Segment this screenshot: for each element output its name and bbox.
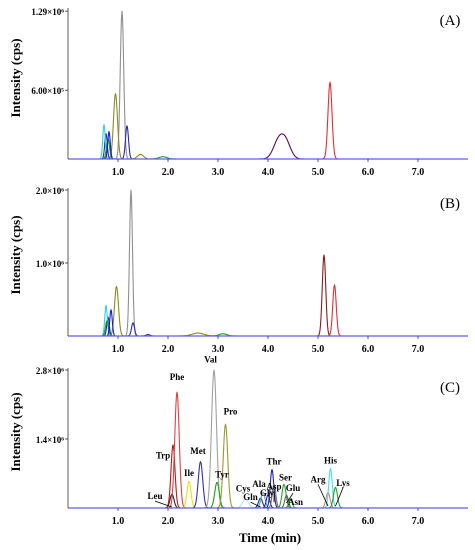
annotation-leu-label: Leu bbox=[147, 491, 162, 501]
panel-b-x-tick-label: 2.0 bbox=[162, 344, 175, 355]
panel-b-x-tick-label: 4.0 bbox=[262, 344, 275, 355]
annotation-ser-label: Ser bbox=[279, 472, 292, 482]
annotation-gln-label: Gln bbox=[243, 492, 258, 502]
annotation-ala-label: Ala bbox=[252, 479, 266, 489]
panel-a-label: (A) bbox=[440, 13, 461, 29]
annotation-glu-pointer bbox=[286, 493, 294, 504]
panel-a-x-tick-label: 1.0 bbox=[112, 167, 125, 178]
panel-b-x-tick-label: 3.0 bbox=[212, 344, 225, 355]
annotation-lys-label: Lys bbox=[336, 478, 350, 488]
annotation-trp-label: Trp bbox=[156, 451, 170, 461]
annotation-leu-pointer bbox=[154, 500, 173, 508]
panel-c-y-tick-label: 2.8×10⁶ bbox=[36, 366, 64, 376]
panel-c-label: (C) bbox=[440, 380, 460, 396]
annotation-glu-label: Glu bbox=[286, 483, 301, 493]
panel-c-x-tick-label: 4.0 bbox=[262, 516, 275, 527]
panel-a-x-tick-label: 4.0 bbox=[262, 167, 275, 178]
x-axis-title: Time (min) bbox=[239, 530, 301, 545]
panel-b-ticks: 1.0 2.0 3.0 4.0 5.0 6.0 7.0 1.0×10⁶ 2.0×10⁶ bbox=[36, 186, 468, 355]
panel-a-x-tick-label: 5.0 bbox=[312, 167, 325, 178]
annotation-thr-label: Thr bbox=[266, 457, 281, 467]
panel-a-x-tick-label: 2.0 bbox=[162, 167, 175, 178]
panel-b-label: (B) bbox=[440, 196, 460, 212]
annotation-arg-pointer bbox=[317, 484, 329, 507]
panel-c-x-tick-label: 6.0 bbox=[362, 516, 375, 527]
panel-c-x-tick-label: 1.0 bbox=[112, 516, 125, 527]
annotation-his-label: His bbox=[324, 456, 338, 466]
annotation-gly-label: Gly bbox=[260, 488, 275, 498]
annotation-val-label: Val bbox=[204, 355, 217, 365]
panel-c-y-tick-label: 1.4×10⁶ bbox=[36, 435, 64, 445]
annotation-pro-label: Pro bbox=[224, 406, 238, 416]
annotation-tyr-label: Tyr bbox=[215, 469, 229, 479]
annotation-asp-label: Asp bbox=[266, 481, 281, 491]
panel-a-x-tick-label: 3.0 bbox=[212, 167, 225, 178]
annotation-arg-label: Arg bbox=[311, 474, 326, 484]
panel-b-y-axis-title: Intensity (cps) bbox=[8, 215, 23, 294]
panel-a-ticks: 1.0 2.0 3.0 4.0 5.0 6.0 7.0 6.00×10⁵ 1.29×10⁶ bbox=[31, 7, 468, 178]
annotation-met-label: Met bbox=[190, 446, 206, 456]
panel-c-x-tick-label: 5.0 bbox=[312, 516, 325, 527]
panel-a-x-tick-label: 6.0 bbox=[362, 167, 375, 178]
panel-b-y-tick-label: 2.0×10⁶ bbox=[36, 186, 64, 196]
panel-c-x-tick-label: 2.0 bbox=[162, 516, 175, 527]
panel-b: 1.0 2.0 3.0 4.0 5.0 6.0 7.0 1.0×10⁶ 2.0×10⁶ Inte… bbox=[8, 186, 469, 355]
annotation-cys-label: Cys bbox=[236, 484, 251, 494]
panel-c-ticks: 1.0 2.0 3.0 4.0 5.0 6.0 7.0 1.4×10⁶ 2.8×10⁶ bbox=[36, 366, 468, 527]
panel-b-x-tick-label: 1.0 bbox=[112, 344, 125, 355]
panel-b-y-tick-label: 1.0×10⁶ bbox=[36, 259, 64, 269]
annotation-gln-pointer bbox=[250, 501, 261, 508]
panel-a-x-tick-label: 7.0 bbox=[412, 167, 425, 178]
panel-b-x-tick-label: 6.0 bbox=[362, 344, 375, 355]
panel-c-x-tick-label: 3.0 bbox=[212, 516, 225, 527]
panel-c-x-tick-label: 7.0 bbox=[412, 516, 425, 527]
annotation-asn-label: Asn bbox=[288, 497, 303, 507]
panel-c: 1.0 2.0 3.0 4.0 5.0 6.0 7.0 1.4×10⁶ 2.8×10⁶ Leu T… bbox=[8, 355, 469, 545]
panel-a-y-tick-label: 1.29×10⁶ bbox=[31, 7, 64, 17]
panel-c-y-axis-title: Intensity (cps) bbox=[8, 392, 23, 471]
panel-b-x-tick-label: 7.0 bbox=[412, 344, 425, 355]
annotation-phe-label: Phe bbox=[170, 372, 185, 382]
panel-b-x-tick-label: 5.0 bbox=[312, 344, 325, 355]
annotation-lys-pointer bbox=[335, 487, 344, 507]
panel-a-y-tick-label: 6.00×10⁵ bbox=[31, 86, 64, 96]
panel-a-y-axis-title: Intensity (cps) bbox=[8, 38, 23, 117]
annotation-ile-label: Ile bbox=[184, 468, 194, 478]
panel-a: 1.0 2.0 3.0 4.0 5.0 6.0 7.0 6.00×10⁵ 1.29×10⁶ In… bbox=[8, 7, 469, 178]
